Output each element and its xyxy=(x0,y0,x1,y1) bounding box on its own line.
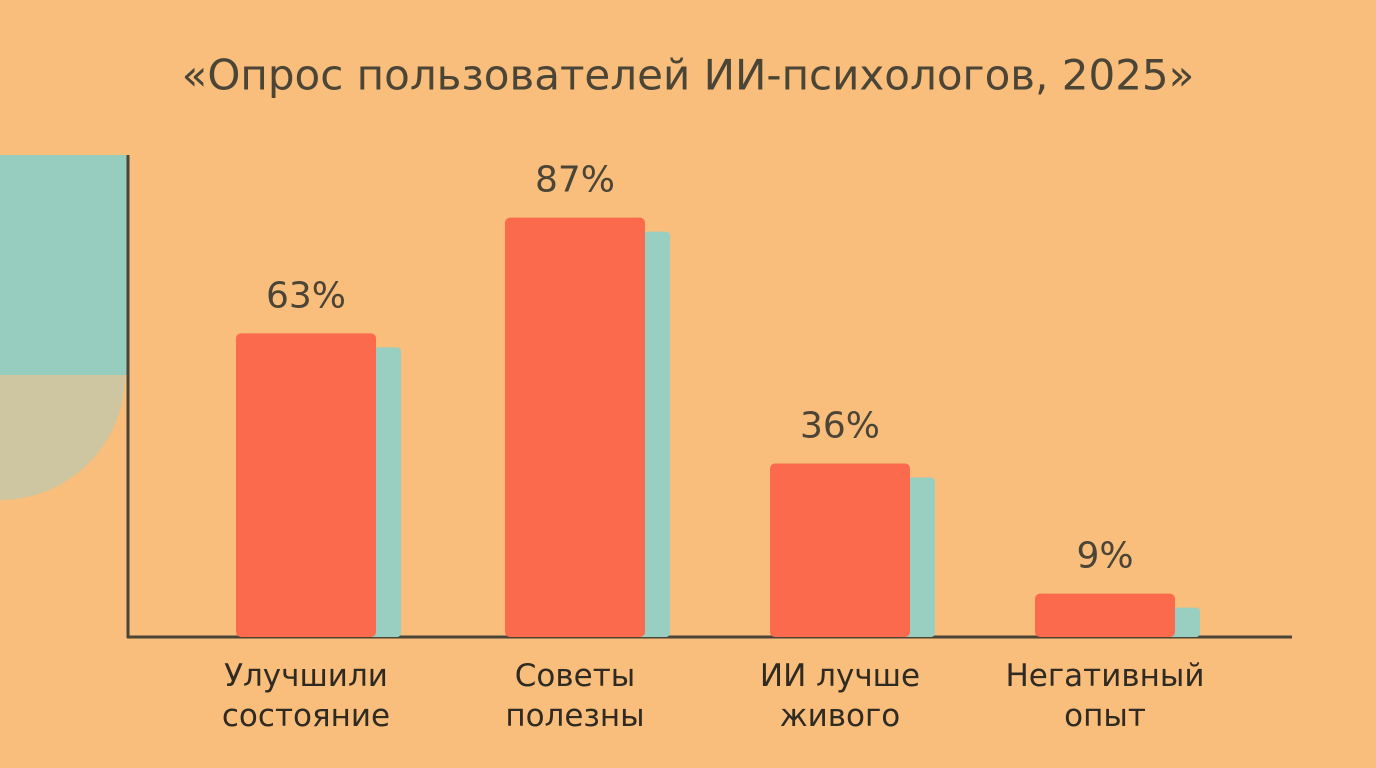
value-label: 87% xyxy=(535,160,615,201)
value-label: 9% xyxy=(1076,536,1133,577)
bar xyxy=(770,463,910,637)
value-label: 36% xyxy=(800,405,880,446)
bar xyxy=(505,217,645,637)
x-tick-label: Негативный опыт xyxy=(1005,658,1205,734)
chart-title: «Опрос пользователей ИИ-психологов, 2025… xyxy=(182,51,1195,100)
bar xyxy=(1035,593,1175,637)
decoration xyxy=(0,375,125,500)
decoration xyxy=(0,155,128,375)
x-tick-label: Советы полезны xyxy=(505,658,645,734)
x-tick-label: Улучшили состояние xyxy=(221,658,391,734)
bar xyxy=(236,333,376,637)
value-label: 63% xyxy=(266,275,346,316)
x-tick-label: ИИ лучше живого xyxy=(759,658,921,734)
